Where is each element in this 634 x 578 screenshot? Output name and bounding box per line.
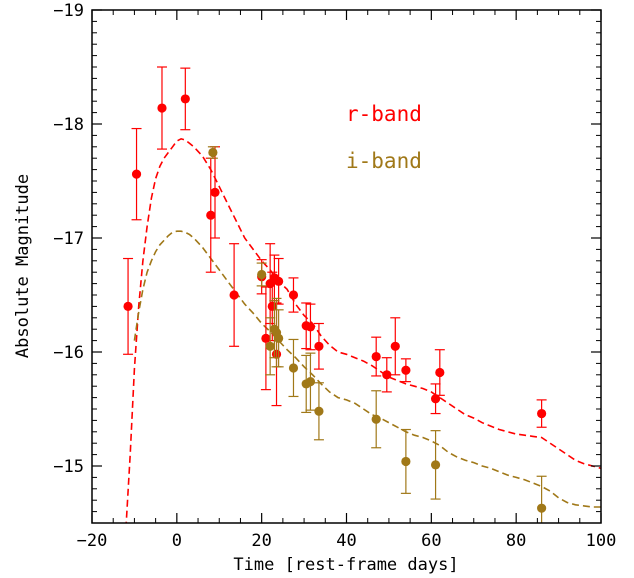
y-tick-label: −16: [53, 343, 84, 363]
r-band-data-point: [372, 352, 381, 361]
i-band-data-point: [537, 504, 546, 513]
r-band-data-point: [289, 290, 298, 299]
y-tick-label: −18: [53, 115, 84, 135]
i-band-data-point: [257, 270, 266, 279]
legend-label-i-band: i-band: [346, 149, 422, 173]
i-band-model-curve: [134, 231, 601, 507]
i-band-data-point: [208, 148, 217, 157]
r-band-data-point: [306, 322, 315, 331]
r-band-data-point: [132, 170, 141, 179]
legend-label-r-band: r-band: [346, 102, 422, 126]
r-band-data-point: [206, 211, 215, 220]
i-band-data-point: [431, 460, 440, 469]
data-points: [123, 67, 547, 540]
r-band-data-point: [382, 370, 391, 379]
r-band-data-point: [537, 409, 546, 418]
model-curves: [126, 139, 601, 529]
y-axis-label: Absolute Magnitude: [13, 174, 33, 358]
r-band-data-point: [401, 366, 410, 375]
r-band-data-point: [123, 302, 132, 311]
r-band-data-point: [261, 334, 270, 343]
r-band-data-point: [210, 188, 219, 197]
axis-ticks: [92, 10, 601, 523]
x-tick-label: 40: [336, 531, 356, 551]
i-band-data-point: [401, 457, 410, 466]
i-band-data-point: [314, 407, 323, 416]
i-band-data-point: [289, 363, 298, 372]
r-band-data-point: [435, 368, 444, 377]
x-tick-label: 80: [506, 531, 526, 551]
y-tick-label: −17: [53, 229, 84, 249]
y-tick-label: −19: [53, 1, 84, 21]
r-band-data-point: [274, 277, 283, 286]
x-tick-label: 60: [421, 531, 441, 551]
x-axis-label: Time [rest-frame days]: [233, 555, 458, 575]
r-band-data-point: [157, 103, 166, 112]
i-band-data-point: [266, 342, 275, 351]
tick-labels: −20 0 20 40 60 80 100 −19 −18 −17 −16 −15: [53, 1, 616, 551]
r-band-model-curve: [126, 139, 601, 529]
i-band-data-point: [372, 415, 381, 424]
i-band-data-point: [274, 334, 283, 343]
i-band-data-point: [306, 377, 315, 386]
r-band-data-point: [314, 342, 323, 351]
x-tick-label: 20: [251, 531, 271, 551]
r-band-data-point: [391, 342, 400, 351]
x-tick-label: 100: [586, 531, 617, 551]
x-tick-label: 0: [172, 531, 182, 551]
x-tick-label: −20: [77, 531, 108, 551]
y-tick-label: −15: [53, 457, 84, 477]
r-band-data-point: [229, 290, 238, 299]
plot-frame: [92, 10, 601, 523]
r-band-data-point: [181, 94, 190, 103]
